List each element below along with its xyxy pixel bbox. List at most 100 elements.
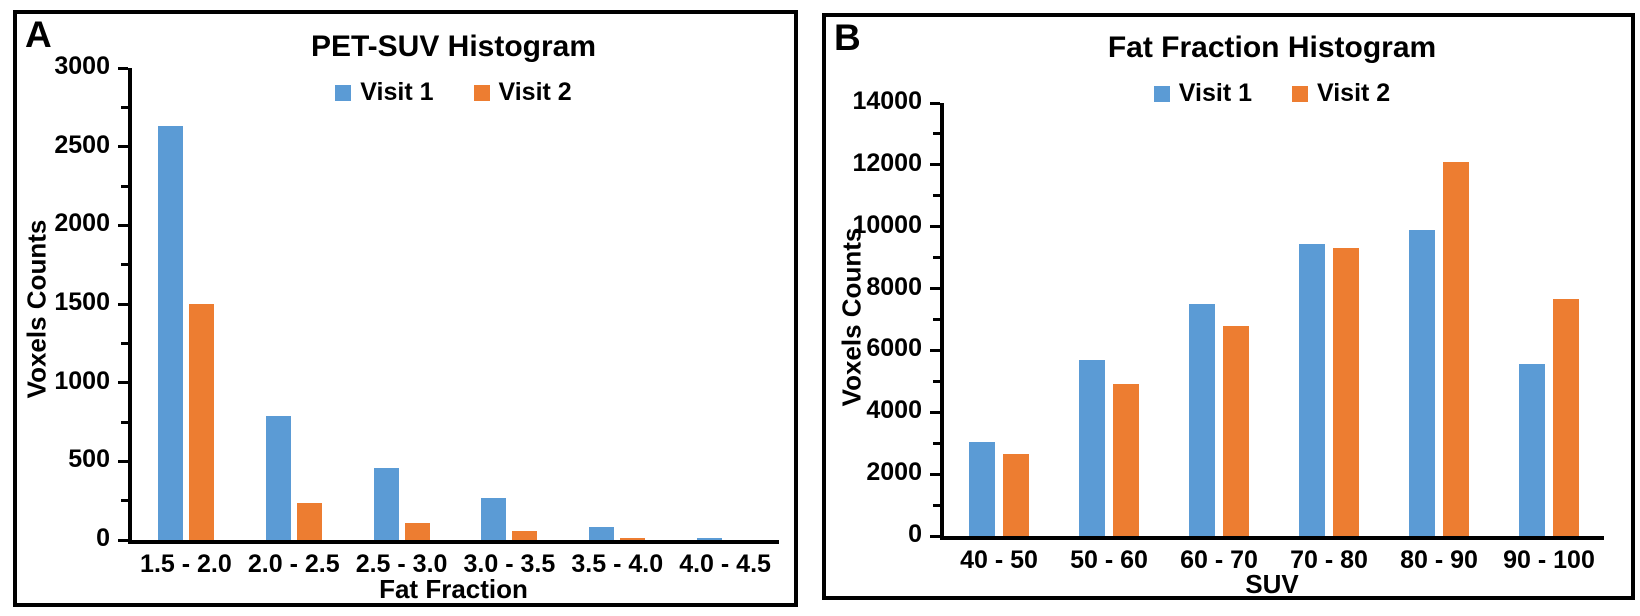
legend-label-visit2: Visit 2: [498, 78, 572, 106]
x-tick-label: 70 - 80: [1290, 546, 1368, 574]
bar-visit-1-1.5-2.0: [157, 126, 183, 540]
y-tick-label: 8000: [866, 272, 922, 301]
y-axis-tick: [930, 472, 940, 476]
bar-visit-2-70-80: [1333, 248, 1359, 536]
y-axis-tick: [933, 503, 940, 507]
legend-item-visit1: Visit 1: [1153, 79, 1252, 108]
panel-letter-b: B: [834, 17, 861, 58]
bar-visit-2-2.0-2.5: [296, 503, 322, 540]
y-axis-tick: [933, 256, 940, 260]
visit1-swatch-icon: [335, 84, 352, 101]
x-tick-label: 80 - 90: [1400, 546, 1478, 574]
y-tick-label: 2500: [54, 130, 110, 159]
x-tick-label: 2.0 - 2.5: [247, 550, 340, 578]
x-tick-label: 40 - 50: [960, 546, 1038, 574]
panel-b-fat-fraction-histogram: B Fat Fraction Histogram Visit 1 Visit 2…: [822, 13, 1635, 600]
bar-visit-1-2.5-3.0: [373, 468, 399, 540]
bar-visit-2-60-70: [1223, 326, 1249, 536]
bar-visit-2-2.5-3.0: [404, 523, 430, 540]
x-tick-label: 60 - 70: [1180, 546, 1258, 574]
chart-plot-area-a: 0 500 1000 1500 2000 2500 3000 1.5 - 2.0 2.0 - 2…: [54, 54, 779, 577]
chart-plot-area-b: 0 2000 4000 6000 8000 10000 12000 14000 40 - 50 5…: [852, 89, 1604, 573]
y-axis-tick: [121, 499, 128, 503]
y-axis-tick: [121, 105, 128, 109]
bar-visit-2-40-50: [1003, 454, 1029, 536]
y-tick-label: 2000: [866, 458, 922, 487]
y-axis-title-b: Voxels Counts: [836, 227, 867, 407]
y-axis-tick: [930, 534, 940, 538]
bar-visit-1-4.0-4.5: [697, 538, 723, 540]
bar-visit-1-50-60: [1079, 360, 1105, 536]
y-tick-label: 10000: [852, 210, 922, 239]
y-axis-tick: [121, 263, 128, 267]
bar-visit-2-1.5-2.0: [188, 304, 214, 540]
visit2-swatch-icon: [1292, 85, 1308, 102]
y-axis-tick: [933, 318, 940, 321]
bar-visit-1-2.0-2.5: [265, 416, 291, 540]
bar-visit-2-50-60: [1113, 384, 1139, 536]
legend-label-visit2: Visit 2: [1317, 79, 1391, 107]
bar-visit-1-70-80: [1299, 244, 1325, 536]
y-tick-label: 0: [908, 520, 922, 548]
legend-a: Visit 1 Visit 2: [128, 78, 779, 107]
x-tick-label: 1.5 - 2.0: [140, 550, 232, 578]
y-axis-tick: [933, 194, 940, 198]
y-tick-label: 6000: [866, 334, 922, 363]
y-axis-tick: [121, 341, 128, 345]
y-axis-tick: [118, 66, 128, 70]
y-axis-tick: [118, 223, 128, 227]
x-axis-title-a: Fat Fraction: [379, 574, 528, 604]
x-tick-label: 90 - 100: [1503, 546, 1595, 574]
chart-title-b: Fat Fraction Histogram: [1107, 31, 1437, 64]
y-axis-tick: [933, 132, 940, 136]
y-axis-tick: [930, 225, 940, 229]
y-axis-tick: [121, 420, 128, 424]
x-tick-label: 3.5 - 4.0: [571, 550, 664, 578]
y-axis-tick: [118, 145, 128, 149]
bar-visit-2-90-100: [1553, 299, 1579, 536]
legend-item-visit2: Visit 2: [1292, 79, 1390, 108]
y-tick-label: 12000: [852, 148, 922, 177]
legend-label-visit1: Visit 1: [360, 78, 434, 106]
y-axis-tick: [118, 459, 128, 463]
x-axis-title-b: SUV: [1245, 569, 1299, 599]
y-tick-label: 0: [96, 524, 110, 552]
y-tick-label: 1000: [54, 366, 110, 395]
bar-visit-1-90-100: [1519, 364, 1545, 536]
y-tick-label: 1500: [54, 288, 110, 316]
panel-a-pet-suv-histogram: A PET-SUV Histogram Visit 1 Visit 2 Voxe…: [13, 10, 798, 607]
chart-title-a: PET-SUV Histogram: [310, 30, 597, 63]
y-tick-label: 14000: [852, 87, 922, 115]
legend-item-visit1: Visit 1: [335, 78, 434, 107]
y-axis-tick: [933, 379, 940, 383]
y-axis-tick: [930, 348, 940, 352]
y-axis-tick: [121, 184, 128, 188]
bar-visit-2-3.5-4.0: [620, 538, 646, 540]
y-axis-tick: [933, 441, 940, 445]
bar-visit-2-80-90: [1443, 162, 1469, 536]
y-tick-label: 4000: [866, 396, 922, 425]
x-tick-label: 4.0 - 4.5: [679, 550, 771, 578]
y-axis-tick: [930, 163, 940, 167]
bar-visit-1-60-70: [1189, 304, 1215, 536]
y-tick-label: 3000: [54, 52, 110, 80]
y-tick-label: 2000: [54, 209, 110, 238]
y-axis-tick: [930, 101, 940, 105]
y-axis-tick: [118, 381, 128, 385]
x-tick-label: 3.0 - 3.5: [463, 550, 556, 578]
y-axis-tick: [930, 410, 940, 414]
bar-visit-2-3.0-3.5: [512, 531, 538, 540]
panel-letter-a: A: [25, 14, 52, 55]
bar-visit-1-80-90: [1409, 230, 1435, 536]
y-axis-tick: [930, 287, 940, 291]
legend-b: Visit 1 Visit 2: [940, 79, 1604, 108]
x-tick-label: 2.5 - 3.0: [355, 550, 448, 578]
y-axis-tick: [118, 302, 128, 306]
bar-visit-1-3.0-3.5: [481, 498, 507, 540]
visit2-swatch-icon: [473, 84, 490, 101]
bar-visit-1-3.5-4.0: [589, 527, 615, 540]
legend-item-visit2: Visit 2: [473, 78, 572, 107]
y-axis-tick: [118, 538, 128, 542]
visit1-swatch-icon: [1153, 85, 1170, 102]
